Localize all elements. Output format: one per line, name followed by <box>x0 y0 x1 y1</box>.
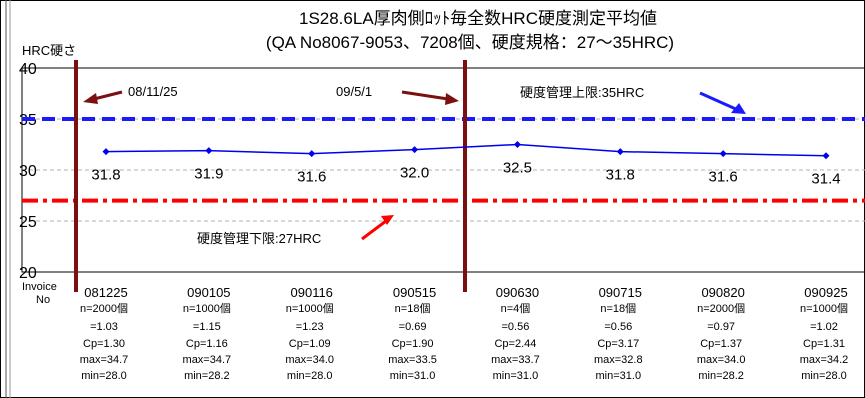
x-tick-label: 081225 <box>84 285 127 300</box>
x-axis: 081225 n=2000個 =1.03 Cp=1.30 max=34.7 min=28.… <box>80 285 849 382</box>
y-axis-label: HRC硬さ <box>22 43 76 58</box>
stat-max: max=34.2 <box>800 354 849 366</box>
stat-min: min=31.0 <box>390 370 436 382</box>
y-axis: 2025303540 <box>19 61 37 282</box>
stat-cp: Cp=1.37 <box>700 338 742 350</box>
data-label: 32.0 <box>400 165 429 182</box>
x-tick-label: 090105 <box>187 285 230 300</box>
date-marker-arrow-2 <box>401 90 449 101</box>
x-tick-label: 090515 <box>393 285 436 300</box>
data-label: 31.6 <box>297 169 326 186</box>
data-label: 32.5 <box>503 160 532 177</box>
series-line <box>105 143 827 157</box>
date-marker-arrow-1 <box>93 90 123 101</box>
data-label: 31.9 <box>194 166 223 183</box>
date-marker-arrowhead-2 <box>445 93 459 105</box>
data-label: 31.8 <box>91 167 120 184</box>
data-label: 31.4 <box>811 171 840 188</box>
stat-n: n=18個 <box>395 302 431 315</box>
stat-sigma: =1.23 <box>296 321 324 333</box>
stat-min: min=28.2 <box>184 370 230 382</box>
stat-sigma: =1.15 <box>193 321 221 333</box>
stat-n: n=1000個 <box>800 302 848 315</box>
stat-max: max=34.0 <box>285 354 334 366</box>
stat-cp: Cp=1.16 <box>186 338 228 350</box>
y-tick-label: 20 <box>19 265 37 282</box>
stat-cp: Cp=1.31 <box>803 338 845 350</box>
y-tick-label: 30 <box>19 163 37 180</box>
stat-sigma: =0.56 <box>502 321 530 333</box>
stat-min: min=28.0 <box>287 370 333 382</box>
lower-limit-label: 硬度管理下限:27HRC <box>197 231 321 246</box>
data-point <box>822 152 830 160</box>
stat-min: min=28.2 <box>698 370 744 382</box>
date-marker-arrowhead-1 <box>83 93 98 104</box>
stat-max: max=32.8 <box>594 354 643 366</box>
stat-sigma: =1.02 <box>810 321 838 333</box>
upper-limit-arrow-head <box>731 103 746 114</box>
data-point <box>616 148 624 156</box>
date-markers: 08/11/25 09/5/1 <box>74 60 467 292</box>
stat-n: n=4個 <box>501 302 531 315</box>
stat-n: n=1000個 <box>183 302 231 315</box>
stat-max: max=34.7 <box>80 354 129 366</box>
stat-sigma: =0.97 <box>707 321 735 333</box>
stat-max: max=33.7 <box>491 354 540 366</box>
x-tick-label: 090715 <box>599 285 642 300</box>
date-marker-label-1: 08/11/25 <box>128 84 178 99</box>
stat-min: min=28.0 <box>81 370 127 382</box>
stat-n: n=2000個 <box>697 302 745 315</box>
stat-min: min=31.0 <box>493 370 539 382</box>
chart-title-line2: (QA No8067-9053、7208個、硬度規格：27～35HRC) <box>266 33 674 52</box>
stat-n: n=2000個 <box>80 302 128 315</box>
y-tick-label: 40 <box>19 61 37 78</box>
data-point <box>205 147 213 155</box>
stat-min: min=31.0 <box>596 370 642 382</box>
data-label: 31.6 <box>709 169 738 186</box>
date-marker-label-2: 09/5/1 <box>336 84 372 99</box>
upper-limit-label: 硬度管理上限:35HRC <box>520 85 644 100</box>
y-tick-label: 25 <box>19 214 37 231</box>
stat-min: min=28.0 <box>801 370 847 382</box>
x-tick-label: 090925 <box>804 285 847 300</box>
data-point <box>308 150 316 158</box>
stat-sigma: =1.03 <box>90 321 118 333</box>
x-tick-label: 090820 <box>701 285 744 300</box>
stat-n: n=1000個 <box>286 302 334 315</box>
spec-limits: 硬度管理上限:35HRC 硬度管理下限:27HRC <box>22 85 865 246</box>
lower-limit-arrow-head <box>381 215 394 225</box>
stat-max: max=33.5 <box>388 354 437 366</box>
data-label: 31.8 <box>606 167 635 184</box>
data-point <box>102 148 110 156</box>
data-point <box>719 150 727 158</box>
x-tick-label: 090630 <box>496 285 539 300</box>
series-average-hrc: 31.8 31.9 31.6 32.0 32.5 31.8 31.6 31.4 <box>91 141 841 188</box>
stat-sigma: =0.69 <box>399 321 427 333</box>
chart-title-line1: 1S28.6LA厚肉側ﾛｯﾄ毎全数HRC硬度測定平均値 <box>299 9 657 28</box>
stat-cp: Cp=1.09 <box>289 338 331 350</box>
stat-cp: Cp=1.30 <box>83 338 125 350</box>
upper-limit-arrow-shaft <box>699 91 739 112</box>
x-tick-label: 090116 <box>291 285 333 300</box>
stat-cp: Cp=1.90 <box>392 338 434 350</box>
stat-sigma: =0.56 <box>604 321 632 333</box>
data-point <box>513 141 521 148</box>
x-axis-label-line2: No <box>36 294 50 306</box>
stat-cp: Cp=2.44 <box>494 338 536 350</box>
stat-max: max=34.7 <box>183 354 232 366</box>
x-axis-label-line1: Invoice <box>22 281 57 293</box>
stat-n: n=18個 <box>600 302 636 315</box>
stat-cp: Cp=3.17 <box>597 338 639 350</box>
lower-limit-arrow-shaft <box>361 219 387 241</box>
data-point <box>411 146 419 154</box>
stat-max: max=34.0 <box>697 354 746 366</box>
